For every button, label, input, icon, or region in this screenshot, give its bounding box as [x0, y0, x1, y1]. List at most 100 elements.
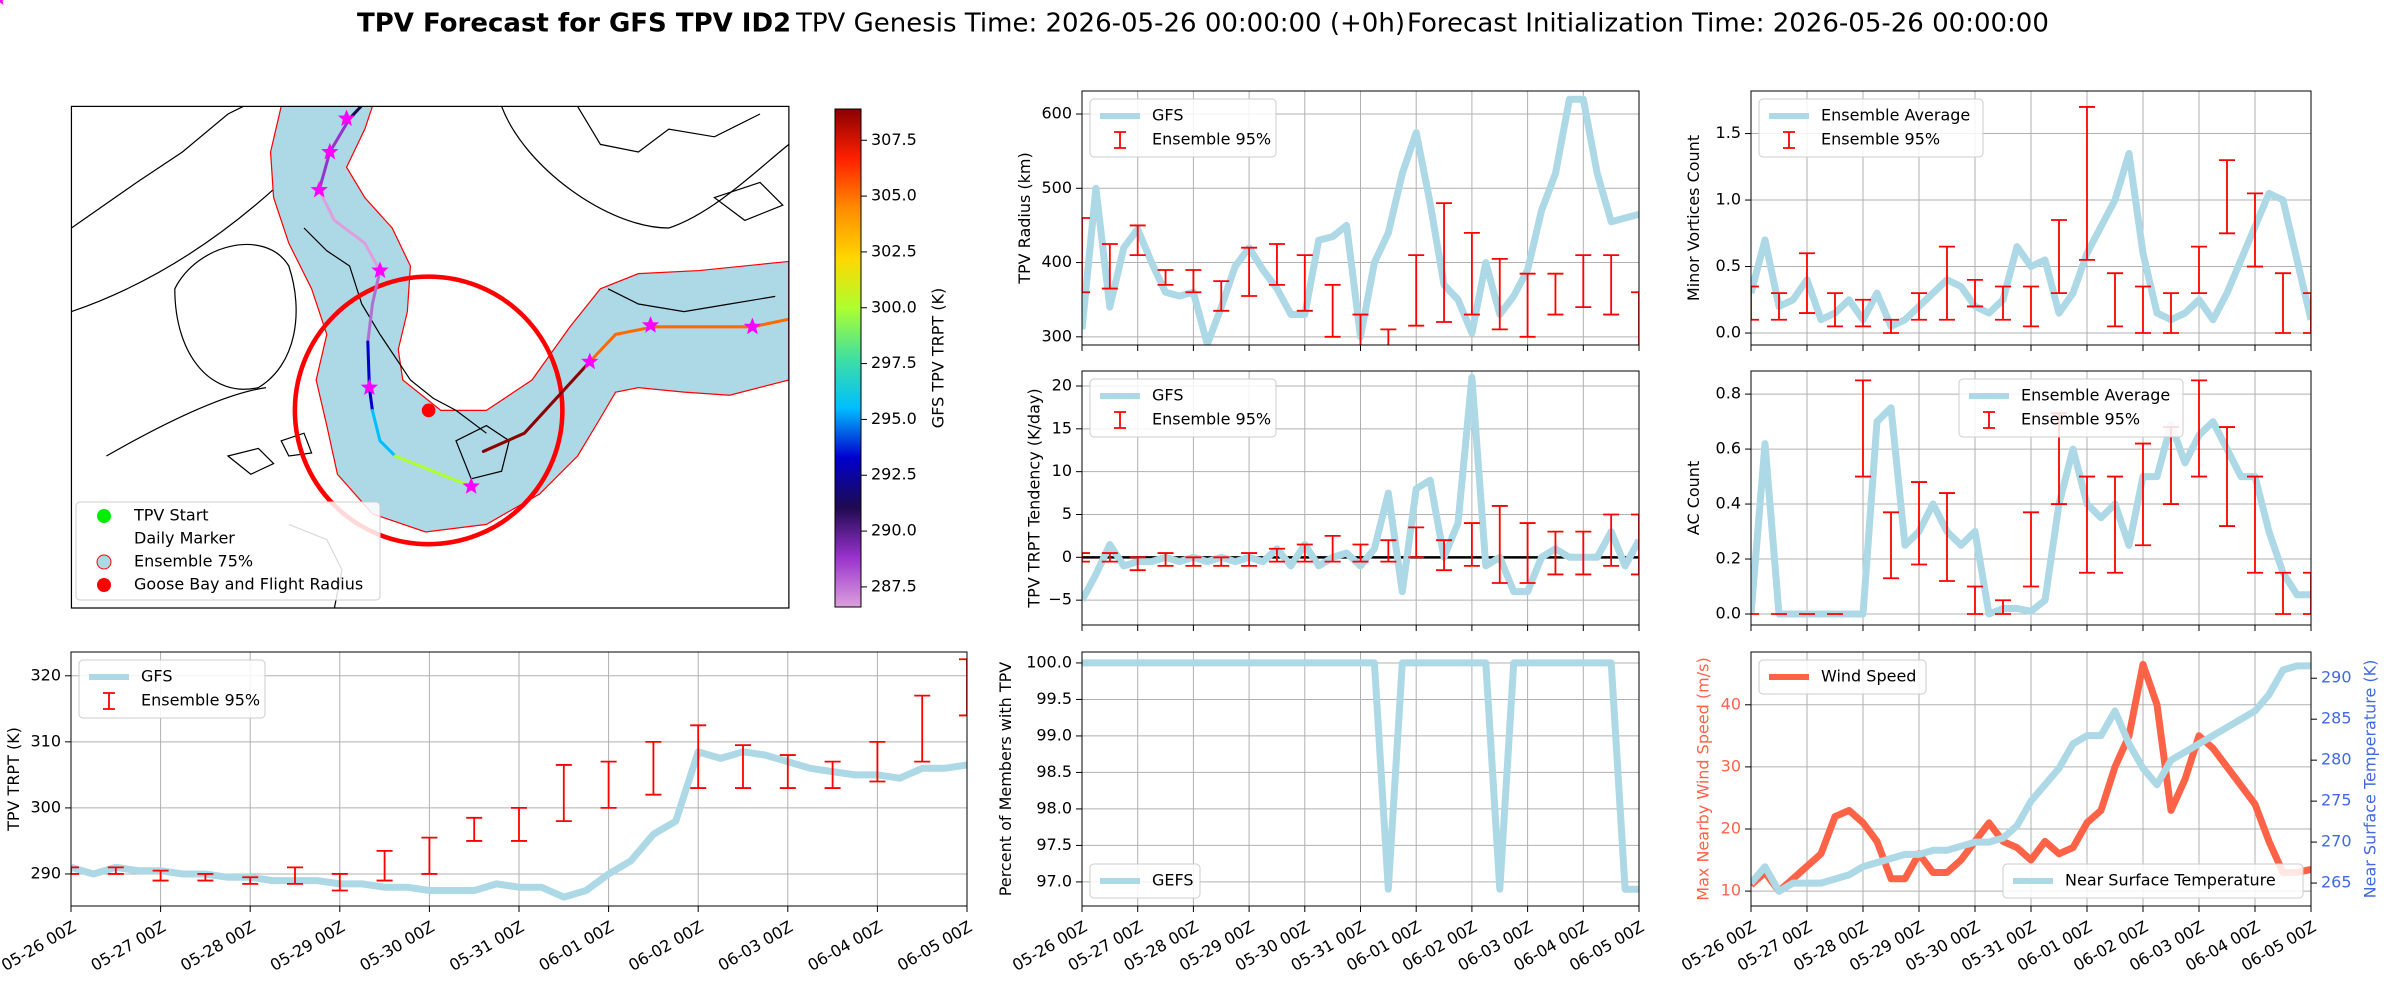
- legend-label: GFS: [141, 667, 172, 686]
- error-bar: [1352, 543, 1369, 563]
- y-tick-label: 1.5: [1716, 123, 1741, 142]
- plot-area: [1751, 660, 2311, 895]
- error-bar: [2219, 159, 2235, 235]
- y-axis-label: AC Count: [1684, 461, 1703, 535]
- error-bar: [1995, 285, 2011, 321]
- legend-marker: [97, 578, 111, 592]
- colorbar-tick-label: 292.5: [871, 465, 917, 484]
- plot-area: [1082, 95, 1639, 345]
- error-bar: [1436, 539, 1453, 572]
- y-tick-label: 1.0: [1716, 190, 1741, 209]
- legend-label: GEFS: [1152, 871, 1194, 890]
- x-tick-label: 06-05 00Z: [894, 917, 975, 975]
- error-bar: [555, 764, 572, 823]
- error-bar: [2247, 192, 2263, 268]
- error-bar: [1408, 526, 1425, 559]
- y-tick-label: 20: [1721, 818, 1741, 837]
- plot-frame: [1081, 90, 1640, 346]
- y-tick-label: 500: [1041, 178, 1072, 197]
- x-tick-label: 05-31 00Z: [446, 917, 527, 975]
- error-bar: [1296, 543, 1313, 563]
- legend-label: Ensemble 95%: [141, 691, 260, 710]
- plot-frame: [1081, 370, 1640, 626]
- error-bar: [1799, 252, 1815, 314]
- y-tick-label: −5: [1048, 590, 1072, 609]
- legend-swatch: [103, 692, 115, 710]
- legend-box: [1758, 98, 1984, 158]
- error-bar: [2023, 511, 2039, 588]
- error-bar: [1519, 522, 1536, 584]
- error-bar: [1324, 535, 1341, 563]
- error-bar: [2079, 475, 2095, 574]
- error-bar: [1241, 246, 1258, 297]
- y-tick-label: 310: [30, 731, 61, 750]
- y-tick-label: 600: [1041, 104, 1072, 123]
- track-segment: [366, 269, 382, 344]
- error-bar: [2275, 571, 2291, 615]
- error-bar: [71, 866, 79, 875]
- legend-label: Ensemble 95%: [2021, 410, 2140, 429]
- legend-swatch: [1983, 411, 1995, 429]
- error-bar: [2135, 285, 2151, 334]
- y-axis-label: TPV TRPT (K): [4, 727, 23, 832]
- error-bar: [824, 760, 841, 789]
- plot-frame: [1750, 90, 2312, 346]
- legend-label: Ensemble 75%: [134, 552, 253, 571]
- error-bar: [1352, 313, 1369, 345]
- y-tick-label: 320: [30, 665, 61, 684]
- error-bar: [2275, 272, 2291, 334]
- error-bar: [2219, 426, 2235, 527]
- error-bar: [1101, 243, 1118, 290]
- error-bar: [466, 816, 483, 842]
- colorbar-tick-label: 300.0: [871, 297, 917, 316]
- flight-radius: [292, 274, 565, 547]
- y2-tick-label: 280: [2321, 750, 2352, 769]
- error-bar: [2079, 106, 2095, 261]
- map-legend: TPV Start Daily Marker Ensemble 75% Goos…: [0, 0, 381, 601]
- colorbar-tick-label: 287.5: [871, 576, 917, 595]
- plot-frame: [1081, 651, 1640, 907]
- y2-tick-label: 275: [2321, 791, 2352, 810]
- y-tick-label: 300: [1041, 326, 1072, 345]
- y-tick-label: 0.4: [1716, 494, 1741, 513]
- legend-label: Ensemble 95%: [1152, 410, 1271, 429]
- plot-frame: [70, 651, 968, 907]
- error-bar: [1827, 292, 1843, 328]
- init-time: Forecast Initialization Time: 2026-05-26…: [1407, 9, 2049, 39]
- y-tick-label: 0.0: [1716, 604, 1741, 623]
- error-bar: [1603, 254, 1620, 316]
- x-tick-label: 06-04 00Z: [804, 917, 885, 975]
- plot-area: [1751, 379, 2311, 618]
- error-bar: [1771, 292, 1787, 321]
- data-line: [71, 748, 967, 901]
- colorbar-tick-label: 307.5: [871, 130, 917, 149]
- error-bar: [1463, 522, 1480, 567]
- legend-label: Ensemble Average: [1821, 106, 1970, 125]
- plot-frame: [1750, 370, 2312, 626]
- error-bar: [2107, 475, 2123, 574]
- error-bar: [1082, 552, 1090, 563]
- error-bar: [152, 869, 169, 882]
- coastline: [501, 106, 789, 229]
- coastline: [455, 424, 510, 480]
- y-tick-label: 97.0: [1036, 871, 1072, 890]
- y-tick-label: 30: [1721, 756, 1741, 775]
- plot-area: [71, 658, 967, 901]
- error-bar: [1491, 505, 1508, 584]
- ensemble-75-area: [269, 106, 789, 533]
- legend-label: Goose Bay and Flight Radius: [134, 575, 363, 594]
- figure-title: TPV Forecast for GFS TPV ID2: [357, 9, 791, 39]
- x-tick-label: 05-28 00Z: [177, 917, 258, 975]
- legend-swatch: [1114, 131, 1126, 149]
- y2-tick-label: 270: [2321, 832, 2352, 851]
- colorbar-tick-label: 290.0: [871, 521, 917, 540]
- colorbar: [834, 108, 862, 608]
- error-bar: [2191, 379, 2207, 478]
- error-bar: [1547, 272, 1564, 316]
- error-bar: [1185, 556, 1202, 567]
- track-segment: [393, 454, 473, 488]
- colorbar-label: GFS TPV TRPT (K): [929, 288, 948, 428]
- legend-box: [1089, 863, 1201, 899]
- data-line: [1751, 660, 2311, 895]
